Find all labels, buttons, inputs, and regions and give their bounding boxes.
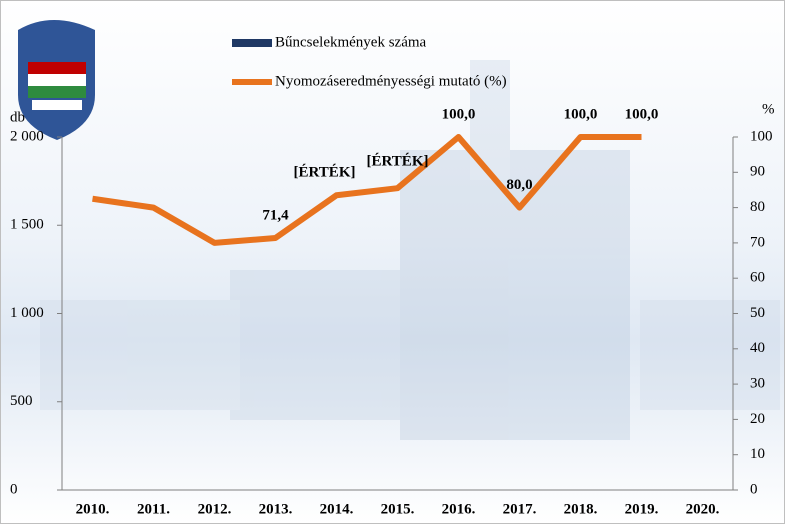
y2-tick-label: 20 <box>750 411 765 427</box>
y-tick-label: 1 500 <box>10 217 44 233</box>
y2-axis-title: % <box>762 101 775 117</box>
x-tick-label: 2019. <box>625 501 659 517</box>
x-tick-label: 2018. <box>564 501 598 517</box>
y2-tick-label: 0 <box>750 481 758 497</box>
x-tick-label: 2014. <box>320 501 354 517</box>
police-logo <box>18 20 95 140</box>
x-tick-label: 2020. <box>686 501 720 517</box>
x-tick-label: 2010. <box>76 501 110 517</box>
y-tick-label: 1 000 <box>10 305 44 321</box>
x-tick-label: 2011. <box>137 501 170 517</box>
data-label: 71,4 <box>262 207 289 223</box>
y2-tick-label: 40 <box>750 340 765 356</box>
x-tick-label: 2012. <box>198 501 232 517</box>
y-tick-label: 500 <box>10 393 33 409</box>
x-tick-label: 2015. <box>381 501 415 517</box>
legend-label: Bűncselekmények száma <box>275 34 427 50</box>
y2-tick-label: 80 <box>750 199 765 215</box>
x-tick-label: 2016. <box>442 501 476 517</box>
y-axis-title: db <box>10 109 25 125</box>
data-label: 100,0 <box>625 106 659 122</box>
y-tick-label: 2 000 <box>10 128 44 144</box>
x-tick-label: 2013. <box>259 501 293 517</box>
x-tick-label: 2017. <box>503 501 537 517</box>
y2-tick-label: 90 <box>750 164 765 180</box>
y2-tick-label: 10 <box>750 446 765 462</box>
y-tick-label: 0 <box>10 481 18 497</box>
data-label: [ÉRTÉK] <box>367 153 429 170</box>
data-label: 80,0 <box>506 177 532 193</box>
y2-tick-label: 50 <box>750 305 765 321</box>
legend-label: Nyomozáseredményességi mutató (%) <box>275 73 507 89</box>
data-label: [ÉRTÉK] <box>294 164 356 181</box>
chart: db % 0 500 1 000 1 500 2 000 0 10 20 30 40 50 60 70 8… <box>0 0 785 524</box>
y2-tick-label: 60 <box>750 270 765 286</box>
data-label: 100,0 <box>442 106 476 122</box>
legend-swatch <box>232 39 272 47</box>
y2-tick-label: 30 <box>750 376 765 392</box>
y2-tick-label: 100 <box>750 128 773 144</box>
y2-tick-label: 70 <box>750 234 765 250</box>
data-label: 100,0 <box>564 106 598 122</box>
